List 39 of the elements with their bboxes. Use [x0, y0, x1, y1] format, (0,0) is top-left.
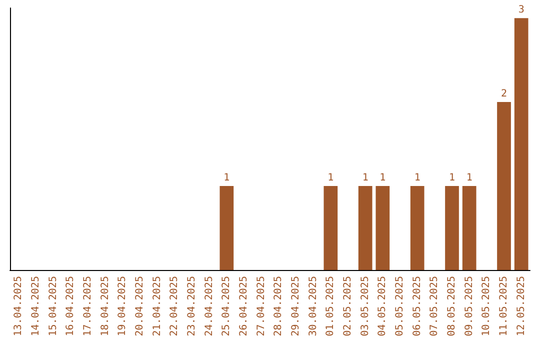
- data-label: 2: [500, 88, 508, 100]
- x-tick-label: 28.04.2025: [273, 276, 284, 336]
- x-tick-label: 12.05.2025: [516, 276, 527, 336]
- x-tick-label: 17.04.2025: [82, 276, 94, 336]
- x-tick-label: 11.05.2025: [498, 276, 510, 336]
- data-label: 3: [518, 4, 524, 16]
- data-label: 1: [448, 172, 456, 184]
- x-tick-label: 08.05.2025: [446, 276, 458, 336]
- data-label: 1: [466, 172, 472, 184]
- x-tick-label: 10.05.2025: [481, 276, 492, 336]
- x-tick-label: 27.04.2025: [256, 276, 267, 336]
- x-tick-label: 23.04.2025: [186, 276, 198, 336]
- x-tick-label: 26.04.2025: [238, 276, 250, 336]
- data-label: 1: [414, 172, 420, 184]
- x-tick-label: 03.05.2025: [360, 276, 371, 336]
- x-tick-label: 01.05.2025: [325, 276, 336, 336]
- data-label: 1: [328, 172, 334, 184]
- x-tick-label: 18.04.2025: [100, 276, 111, 336]
- x-tick-label: 15.04.2025: [48, 276, 59, 336]
- x-tick-label: 19.04.2025: [117, 276, 128, 336]
- x-tick-label: 24.04.2025: [204, 276, 215, 336]
- x-tick-label: 29.04.2025: [290, 276, 302, 336]
- x-tick-label: 02.05.2025: [342, 276, 354, 336]
- data-label: 1: [224, 172, 230, 184]
- x-tick-label: 14.04.2025: [30, 276, 42, 336]
- x-tick-label: 06.05.2025: [412, 276, 423, 336]
- x-tick-label: 07.05.2025: [429, 276, 440, 336]
- x-tick-label: 25.04.2025: [221, 276, 232, 336]
- x-tick-label: 30.04.2025: [308, 276, 319, 336]
- x-tick-label: 05.05.2025: [394, 276, 406, 336]
- x-tick-label: 16.04.2025: [65, 276, 76, 336]
- x-tick-label: 20.04.2025: [134, 276, 146, 336]
- x-tick-label: 13.04.2025: [13, 276, 24, 336]
- x-tick-label: 21.04.2025: [152, 276, 163, 336]
- x-tick-label: 04.05.2025: [377, 276, 388, 336]
- x-tick-label: 22.04.2025: [169, 276, 180, 336]
- x-tick-label: 09.05.2025: [464, 276, 475, 336]
- data-label: 1: [362, 172, 368, 184]
- data-label: 1: [380, 172, 386, 184]
